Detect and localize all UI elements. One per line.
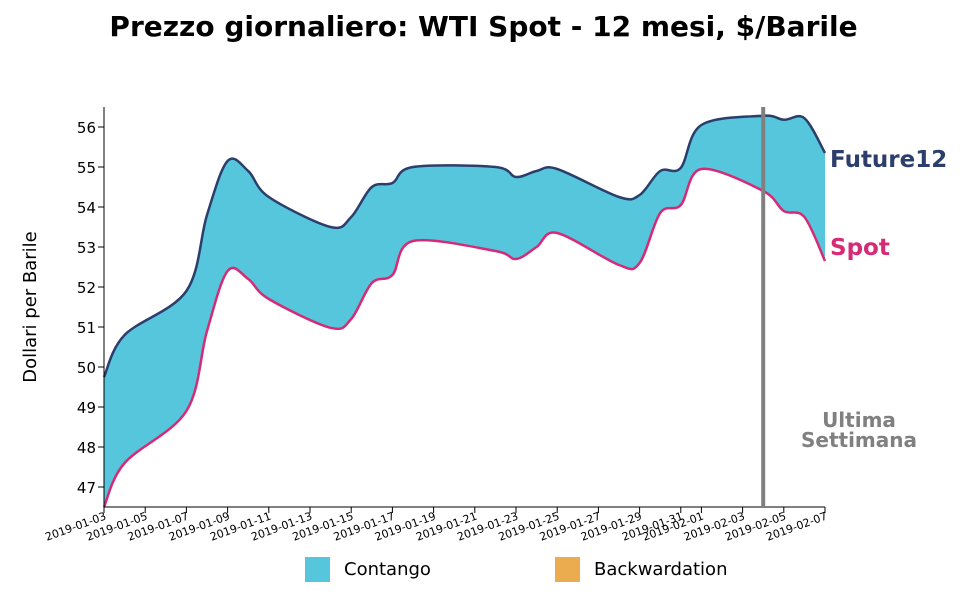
series-line-spot bbox=[102, 167, 827, 508]
y-tick-label: 53 bbox=[77, 239, 96, 257]
y-tick-label: 56 bbox=[77, 119, 96, 137]
legend-item-backwardation: Backwardation bbox=[555, 557, 727, 582]
spread-fills bbox=[104, 115, 825, 508]
y-tick-label: 50 bbox=[77, 359, 96, 377]
series-label-spot: Spot bbox=[830, 235, 890, 261]
y-tick-label: 52 bbox=[77, 279, 96, 297]
y-tick-label: 51 bbox=[77, 319, 96, 337]
contango-swatch bbox=[305, 557, 330, 582]
y-tick-label: 48 bbox=[77, 439, 96, 457]
axes bbox=[103, 107, 825, 508]
series-label-future12: Future12 bbox=[830, 147, 947, 173]
series-line-future12 bbox=[102, 114, 827, 378]
contango-fill bbox=[104, 115, 825, 508]
legend: Contango Backwardation bbox=[0, 557, 967, 585]
y-axis-label: Dollari per Barile bbox=[20, 231, 41, 383]
legend-label-backwardation: Backwardation bbox=[594, 559, 728, 580]
annotation-label-line2: Settimana bbox=[801, 428, 917, 452]
annotation-label-line1: Ultima bbox=[822, 408, 896, 432]
chart-title: Prezzo giornaliero: WTI Spot - 12 mesi, … bbox=[109, 10, 858, 43]
tick-labels: 474849505152535455562019-01-032019-01-05… bbox=[43, 119, 829, 544]
y-tick-label: 49 bbox=[77, 399, 96, 417]
legend-label-contango: Contango bbox=[344, 559, 431, 580]
series-lines bbox=[102, 114, 827, 508]
y-tick-label: 54 bbox=[77, 199, 96, 217]
y-tick-label: 47 bbox=[77, 479, 96, 497]
backwardation-swatch bbox=[555, 557, 580, 582]
legend-item-contango: Contango bbox=[305, 557, 431, 582]
y-tick-label: 55 bbox=[77, 159, 96, 177]
